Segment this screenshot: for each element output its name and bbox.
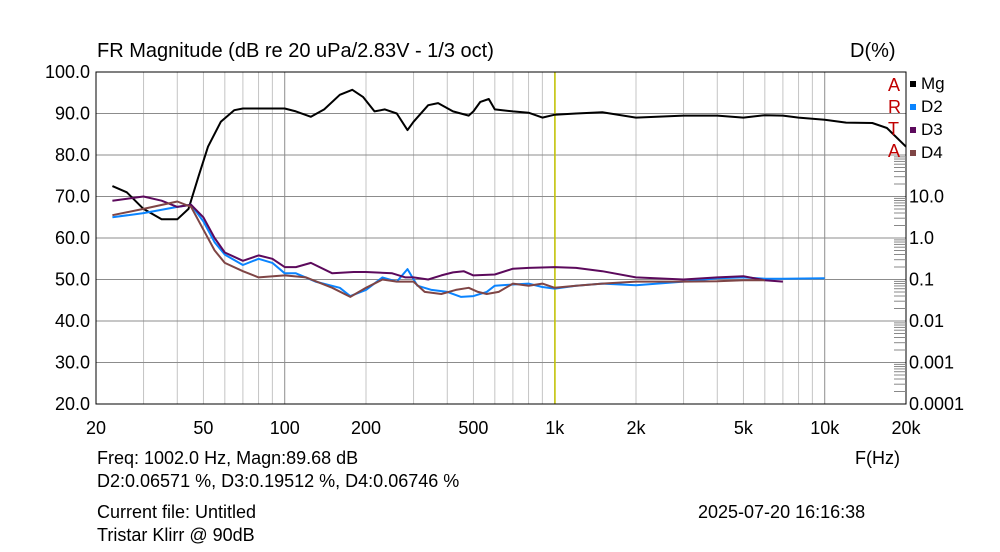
series-line-d2 <box>112 203 825 298</box>
legend-item-mg[interactable]: Mg <box>910 74 945 94</box>
timestamp: 2025-07-20 16:16:38 <box>698 502 866 522</box>
series-line-d3 <box>112 195 783 283</box>
x-tick-label: 10k <box>810 418 840 438</box>
legend-swatch-icon <box>910 127 916 133</box>
x-tick-label: 1k <box>545 418 565 438</box>
x-tick-label: 50 <box>193 418 213 438</box>
legend-swatch-icon <box>910 150 916 156</box>
y-tick-label: 80.0 <box>55 145 90 165</box>
series-line-mg <box>112 88 907 221</box>
y-tick-label: 60.0 <box>55 228 90 248</box>
x-tick-label: 2k <box>626 418 646 438</box>
right-axis-title: D(%) <box>850 40 896 62</box>
x-tick-label: 5k <box>734 418 754 438</box>
x-tick-label: 20 <box>86 418 106 438</box>
right-tick-label: 0.0001 <box>909 394 964 414</box>
legend-swatch-icon <box>910 104 916 110</box>
watermark-letter: T <box>888 119 899 139</box>
right-tick-label: 0.001 <box>909 353 954 373</box>
y-tick-label: 90.0 <box>55 104 90 124</box>
x-tick-label: 100 <box>270 418 300 438</box>
legend-item-d2[interactable]: D2 <box>910 97 943 117</box>
series-line-d4 <box>112 200 765 298</box>
x-axis-label: F(Hz) <box>855 448 900 468</box>
current-file: Current file: Untitled <box>97 502 257 522</box>
y-tick-label: 30.0 <box>55 353 90 373</box>
watermark-letter: R <box>888 97 901 117</box>
legend-label: D3 <box>921 120 943 139</box>
right-tick-label: 0.1 <box>909 270 934 290</box>
chart-title: FR Magnitude (dB re 20 uPa/2.83V - 1/3 o… <box>97 40 494 62</box>
right-tick-label: 10.0 <box>909 187 944 207</box>
x-tick-label: 20k <box>891 418 921 438</box>
cursor-readout: Freq: 1002.0 Hz, Magn:89.68 dB <box>97 448 359 468</box>
right-tick-label: 0.01 <box>909 311 944 331</box>
legend-item-d3[interactable]: D3 <box>910 120 943 140</box>
legend-swatch-icon <box>910 81 916 87</box>
x-tick-label: 500 <box>458 418 488 438</box>
legend-label: Mg <box>921 74 945 93</box>
legend-label: D4 <box>921 143 943 162</box>
legend-label: D2 <box>921 97 943 116</box>
distortion-readout: D2:0.06571 %, D3:0.19512 %, D4:0.06746 % <box>97 471 460 491</box>
watermark-letter: A <box>888 75 901 95</box>
y-tick-label: 50.0 <box>55 270 90 290</box>
measurement-title: Tristar Klirr @ 90dB <box>97 525 255 545</box>
right-tick-label: 1.0 <box>909 228 934 248</box>
y-tick-label: 100.0 <box>45 62 90 82</box>
y-tick-label: 40.0 <box>55 311 90 331</box>
y-tick-label: 20.0 <box>55 394 90 414</box>
watermark-letter: A <box>888 141 901 161</box>
x-tick-label: 200 <box>351 418 381 438</box>
y-tick-label: 70.0 <box>55 187 90 207</box>
legend-item-d4[interactable]: D4 <box>910 143 943 163</box>
plot-frame <box>95 71 907 405</box>
